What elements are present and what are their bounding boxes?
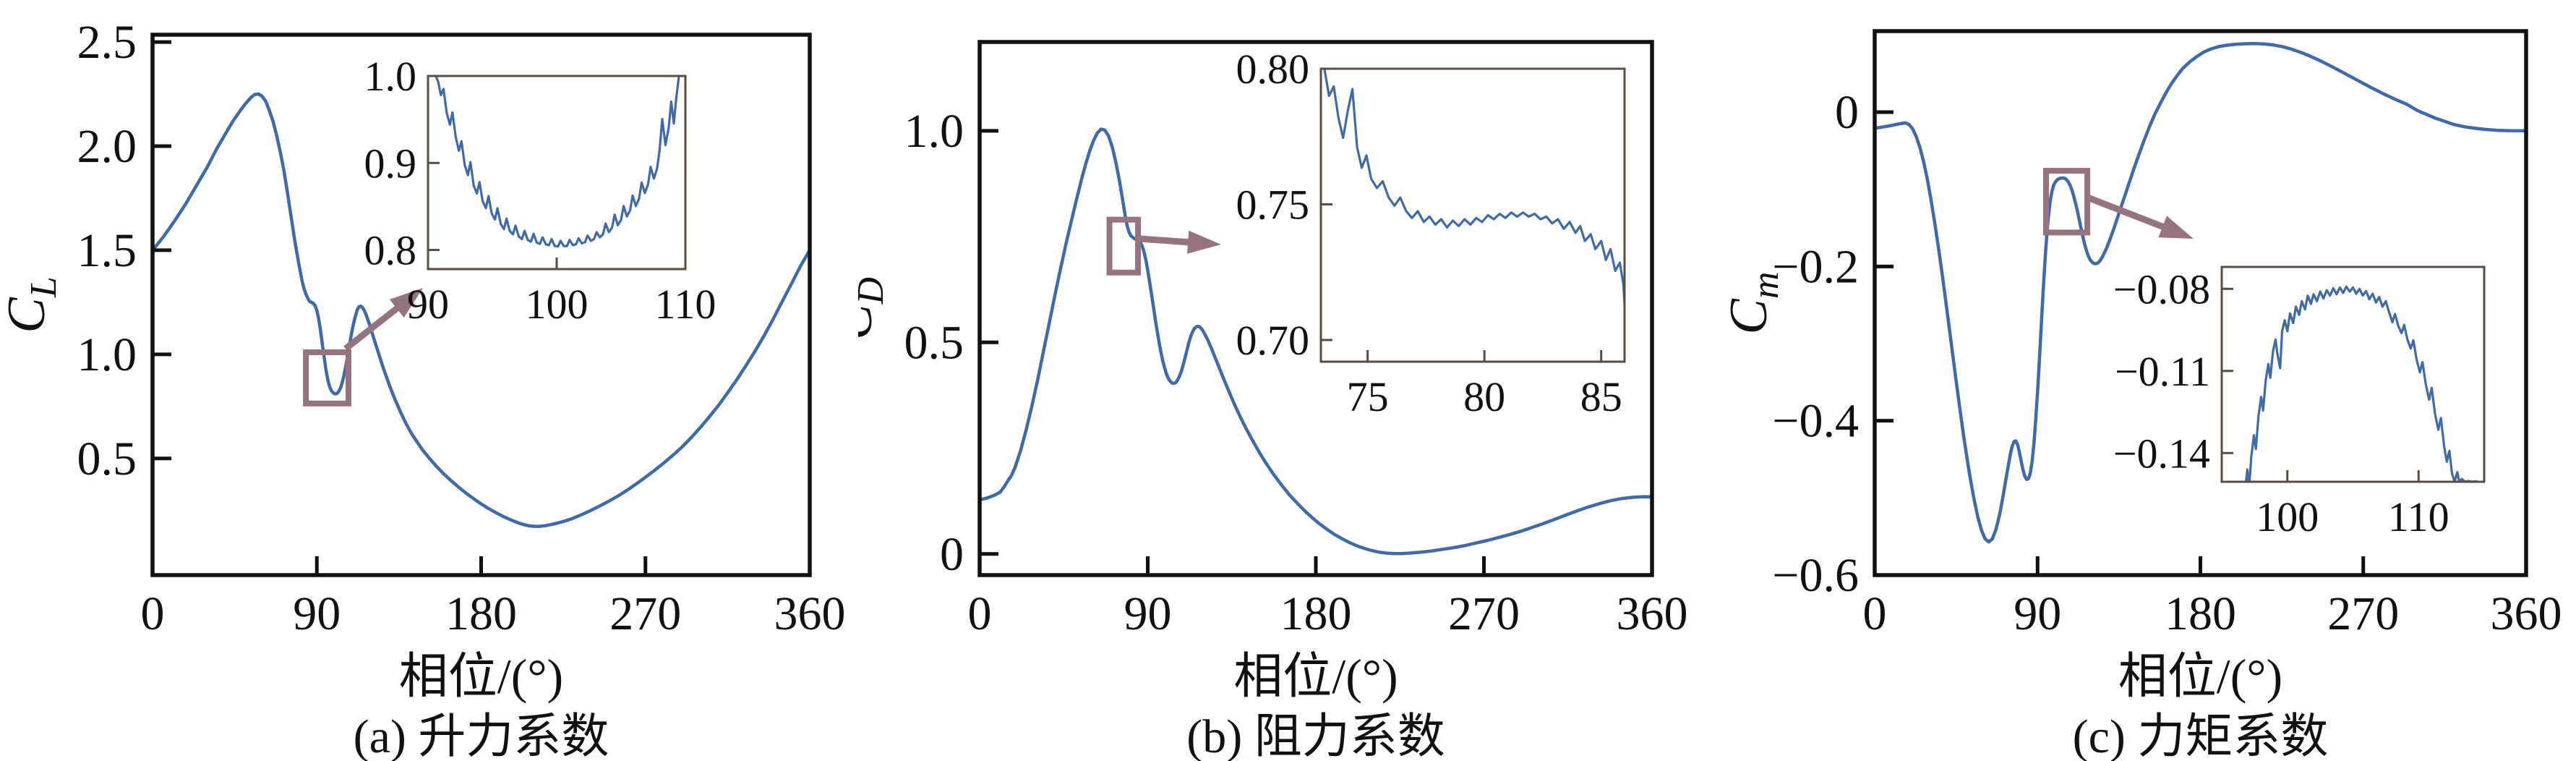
x-axis-label: 相位/(°) (2118, 649, 2282, 704)
y-tick-label: 2.0 (77, 120, 137, 173)
inset-y-tick-label: 1.0 (364, 53, 417, 100)
y-tick-label: −0.4 (1772, 395, 1859, 448)
inset-frame (2220, 265, 2486, 483)
inset-curve (1323, 69, 1625, 306)
x-tick-label: 0 (1863, 587, 1887, 640)
y-tick-label: 1.0 (77, 328, 137, 381)
inset-y-tick-label: 0.80 (1236, 46, 1310, 93)
x-tick-label: 270 (609, 587, 681, 640)
zoom-arrow-head (1186, 230, 1221, 254)
inset-curve (2244, 285, 2478, 482)
inset-background (1321, 69, 1625, 362)
highlight-rect (303, 349, 351, 407)
inset-y-tick-label: 0.70 (1236, 317, 1310, 364)
zoom-inset: 75 80 85 0.80 0.75 0.70 (1236, 46, 1626, 420)
x-tick-label: 90 (2014, 587, 2061, 640)
inset-y-tick-label: 0.8 (364, 227, 417, 274)
inset-y-tick-label: 0.9 (364, 140, 417, 187)
x-axis-label: 相位/(°) (1233, 649, 1398, 704)
panel-a: 0 90 180 270 360 2.5 2.0 1.5 1.0 0.5 相位/(°) (a) 升力系… (0, 0, 858, 761)
zoom-inset: 100 110 −0.08 −0.11 −0.14 (2113, 265, 2486, 540)
inset-x-tick-label: 110 (2388, 493, 2449, 540)
panel-b-chart: 0 90 180 270 360 1.0 0.5 0 相位/(°) (b) 阻力系数 CD 75 80 8… (858, 40, 1688, 761)
inset-x-tick-label: 110 (655, 281, 716, 328)
x-tick-label: 180 (445, 587, 517, 640)
y-axis-label: CL (0, 276, 64, 333)
panel-a-chart: 0 90 180 270 360 2.5 2.0 1.5 1.0 0.5 相位/(°) (a) 升力系… (0, 16, 846, 761)
inset-x-tick-label: 75 (1347, 373, 1389, 420)
y-tick-label: 0 (940, 528, 964, 581)
y-tick-label: 0 (1835, 86, 1859, 139)
y-axis-label: CD (858, 277, 891, 340)
y-axis-label: Cm (1719, 272, 1786, 335)
y-tick-label: 0.5 (77, 433, 137, 485)
x-tick-label: 360 (1617, 587, 1688, 640)
panel-caption: (b) 阻力系数 (1186, 710, 1445, 761)
x-tick-label: 360 (2491, 587, 2562, 640)
inset-x-tick-label: 100 (2256, 493, 2319, 540)
inset-background (2222, 267, 2484, 482)
x-tick-label: 270 (1448, 587, 1520, 640)
panel-caption: (c) 力矩系数 (2073, 710, 2329, 761)
inset-frame (1319, 67, 1626, 363)
panel-c-chart: 0 90 180 270 360 0 −0.2 −0.4 −0.6 相位/(°) (c) 力矩系数 C… (1719, 29, 2562, 761)
inset-y-tick-label: −0.08 (2113, 265, 2210, 313)
y-axis-label-subscript: m (1745, 272, 1786, 299)
y-tick-label: −0.6 (1772, 549, 1859, 602)
cd-curve (977, 127, 1654, 556)
zoom-inset: 90 100 110 1.0 0.9 0.8 (364, 53, 716, 328)
inset-y-tick-label: 0.75 (1236, 182, 1310, 229)
zoom-arrow-shaft (2084, 193, 2176, 235)
zoom-arrow-head (2158, 216, 2194, 239)
x-tick-label: 180 (1280, 587, 1352, 640)
y-axis-label-base: C (0, 297, 56, 333)
panel-c: 0 90 180 270 360 0 −0.2 −0.4 −0.6 相位/(°) (c) 力矩系数 C… (1716, 0, 2575, 761)
zoom-arrow-head (389, 288, 423, 318)
inset-y-tick-label: −0.11 (2115, 348, 2210, 395)
inset-y-tick-label: −0.14 (2113, 430, 2210, 477)
inset-x-tick-label: 80 (1463, 373, 1505, 420)
inset-x-tick-label: 100 (526, 281, 589, 328)
x-tick-label: 360 (774, 587, 846, 640)
x-tick-label: 180 (2165, 587, 2236, 640)
y-tick-label: 1.5 (77, 224, 137, 277)
highlight-rect (2043, 168, 2091, 236)
highlight-rect (1106, 216, 1142, 276)
x-axis-label: 相位/(°) (399, 649, 563, 704)
x-tick-label: 90 (1124, 587, 1172, 640)
x-tick-label: 90 (293, 587, 341, 640)
y-tick-label: −0.2 (1772, 240, 1859, 293)
y-tick-label: 0.5 (904, 316, 964, 369)
panel-b: 0 90 180 270 360 1.0 0.5 0 相位/(°) (b) 阻力系数 CD 75 80 8… (858, 0, 1716, 761)
inset-curve (435, 76, 680, 248)
panel-caption: (a) 升力系数 (354, 710, 609, 761)
x-tick-label: 270 (2327, 587, 2399, 640)
inset-x-tick-label: 90 (407, 281, 449, 328)
cm-curve (1873, 42, 2528, 544)
x-tick-label: 0 (141, 587, 165, 640)
y-tick-label: 1.0 (904, 105, 964, 158)
cl-curve (150, 92, 812, 528)
x-tick-label: 0 (968, 587, 992, 640)
y-axis-label-base: C (858, 303, 883, 340)
y-tick-label: 2.5 (77, 16, 137, 69)
y-axis-label-base: C (1719, 297, 1779, 334)
y-axis-label-subscript: D (858, 277, 891, 305)
y-axis-label-subscript: L (23, 276, 64, 298)
inset-x-tick-label: 85 (1580, 373, 1622, 420)
